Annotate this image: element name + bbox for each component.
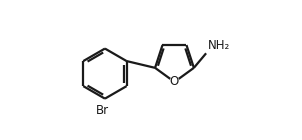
Text: O: O <box>170 75 179 88</box>
Text: NH₂: NH₂ <box>208 39 230 52</box>
Circle shape <box>170 77 179 87</box>
Text: Br: Br <box>96 104 109 117</box>
